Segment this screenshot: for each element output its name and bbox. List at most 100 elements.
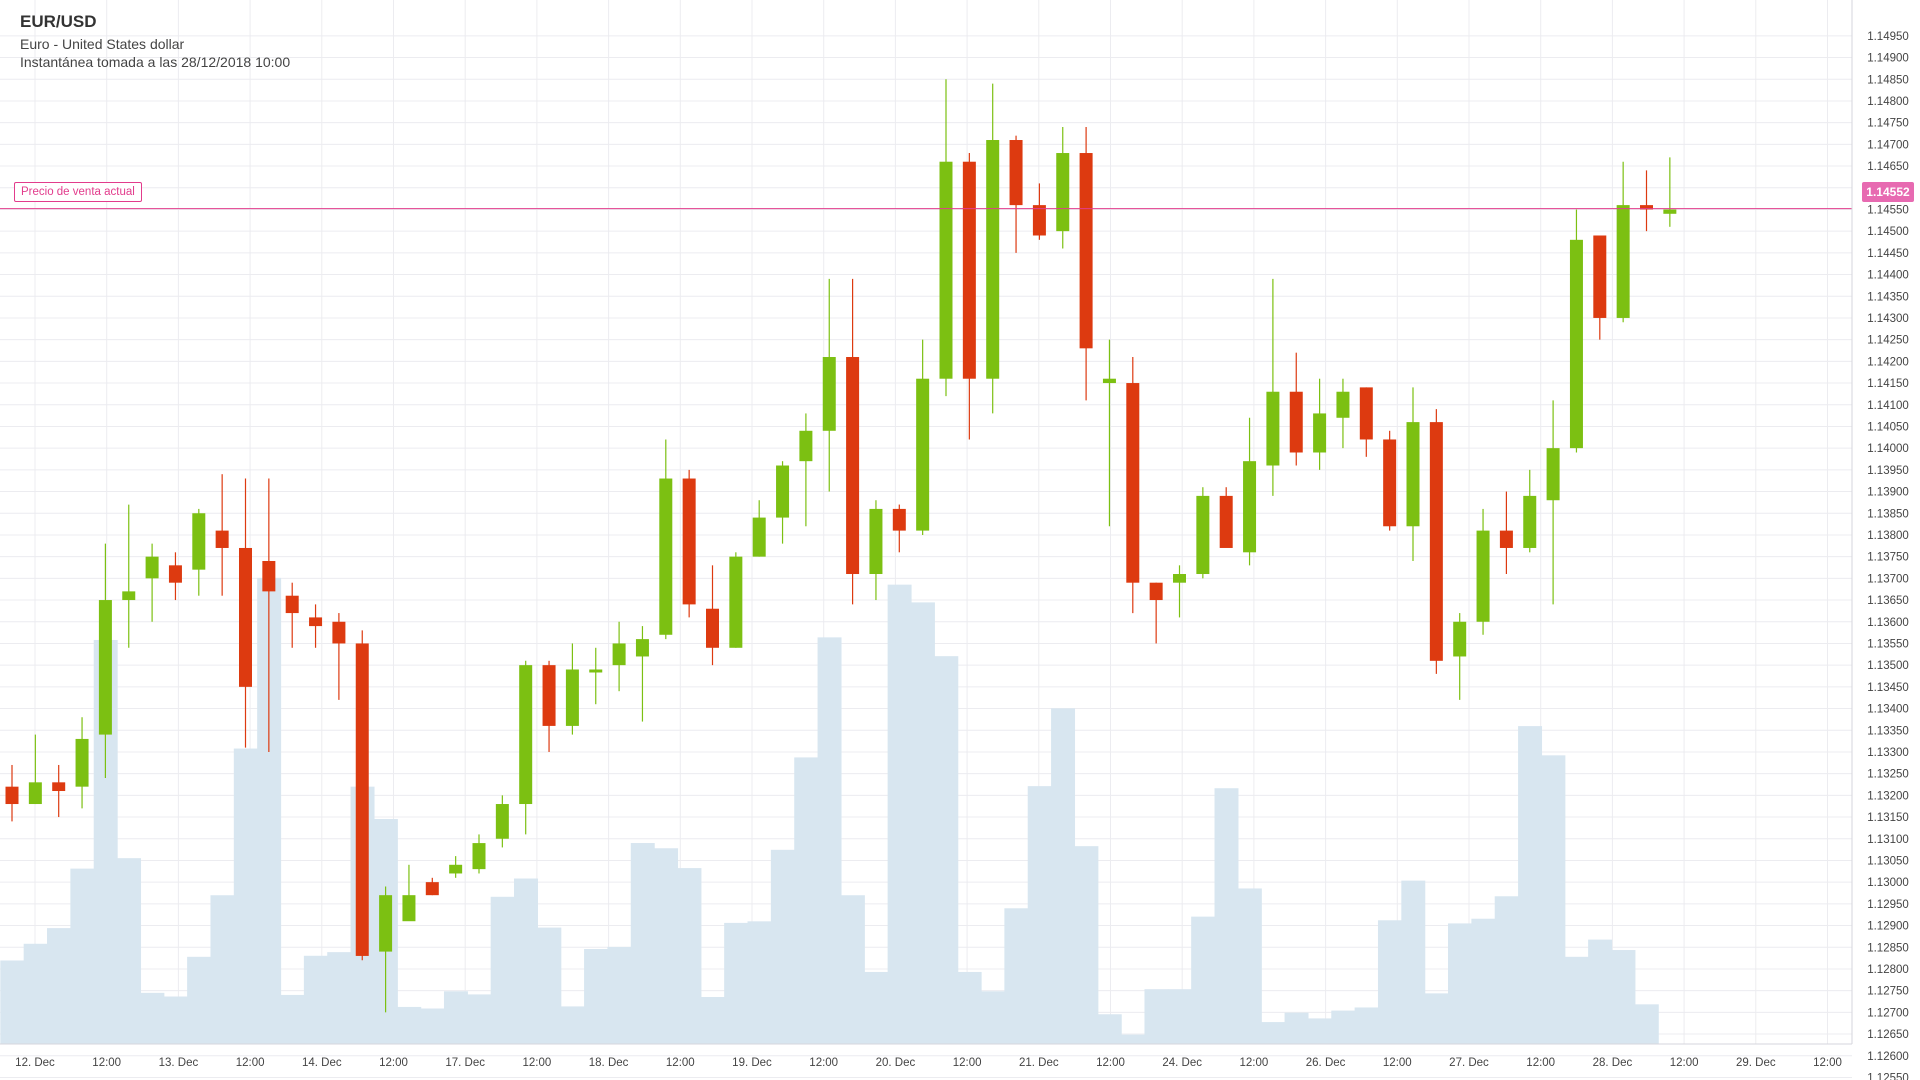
volume-bar <box>163 996 188 1044</box>
candle-body <box>402 895 416 922</box>
candle-up <box>1616 161 1630 323</box>
candle-up <box>799 413 813 527</box>
candle-up <box>752 500 766 557</box>
y-tick-label: 1.14200 <box>1867 356 1909 368</box>
candle-body <box>846 357 860 575</box>
candle-down <box>239 478 252 748</box>
volume-bar <box>23 943 48 1044</box>
volume-bar <box>397 1006 422 1044</box>
candle-body <box>1453 621 1467 657</box>
y-tick-label: 1.14250 <box>1867 335 1909 347</box>
x-tick-label: 12:00 <box>92 1057 121 1069</box>
candle-body <box>52 782 66 792</box>
y-tick-label: 1.14450 <box>1867 248 1909 260</box>
candle-up <box>1243 417 1257 566</box>
y-tick-label: 1.13800 <box>1867 530 1909 542</box>
candle-body <box>1499 530 1513 548</box>
x-tick-label: 12:00 <box>1670 1057 1699 1069</box>
y-tick-label: 1.14550 <box>1867 204 1909 216</box>
candle-body <box>332 621 346 644</box>
symbol-title: EUR/USD <box>20 12 97 31</box>
x-tick-label: 28. Dec <box>1593 1057 1633 1069</box>
volume-bar <box>770 849 795 1044</box>
volume-bar <box>1588 939 1613 1044</box>
y-tick-label: 1.14750 <box>1867 118 1909 130</box>
y-tick-label: 1.13400 <box>1867 704 1909 716</box>
volume-bar <box>1518 726 1543 1044</box>
candle-up <box>1336 378 1350 449</box>
candle-down <box>846 278 860 605</box>
y-tick-label: 1.13450 <box>1867 682 1909 694</box>
candle-up <box>145 543 159 622</box>
candle-body <box>1289 391 1303 453</box>
candle-up <box>1453 613 1467 700</box>
candle-up <box>472 834 486 874</box>
candle-up <box>1569 209 1583 453</box>
volume-bar <box>724 922 749 1044</box>
candle-up <box>1173 565 1186 618</box>
candle-body <box>752 517 766 557</box>
volume-bar <box>210 895 235 1044</box>
candle-up <box>519 660 533 835</box>
candle-body <box>1056 153 1070 232</box>
candle-body <box>916 378 930 531</box>
x-tick-label: 13. Dec <box>159 1057 199 1069</box>
candle-up <box>729 552 743 648</box>
volume-bar <box>747 921 772 1044</box>
candle-body <box>1079 153 1093 349</box>
y-tick-label: 1.12650 <box>1867 1029 1909 1041</box>
x-tick-label: 29. Dec <box>1736 1057 1776 1069</box>
volume-bar <box>280 994 305 1044</box>
candle-body <box>1593 235 1607 318</box>
y-tick-label: 1.13700 <box>1867 573 1909 585</box>
candle-down <box>215 474 229 596</box>
candle-body <box>215 530 229 548</box>
candle-body <box>869 508 883 575</box>
y-tick-label: 1.14800 <box>1867 96 1909 108</box>
y-tick-label: 1.14100 <box>1867 400 1909 412</box>
x-tick-label: 24. Dec <box>1162 1057 1202 1069</box>
candle-body <box>1243 461 1257 553</box>
candle-body <box>635 639 649 657</box>
x-tick-label: 19. Dec <box>732 1057 772 1069</box>
candle-down <box>262 478 276 752</box>
volume-bar <box>1424 993 1449 1044</box>
volume-bar <box>1191 916 1216 1044</box>
volume-bar <box>1564 956 1589 1044</box>
volume-bar <box>1167 989 1192 1044</box>
volume-bar <box>1144 989 1169 1044</box>
candle-body <box>1149 582 1163 601</box>
y-tick-label: 1.13000 <box>1867 877 1909 889</box>
y-tick-label: 1.14350 <box>1867 291 1909 303</box>
candle-body <box>1032 205 1046 236</box>
x-tick-label: 12:00 <box>523 1057 552 1069</box>
y-tick-label: 1.12800 <box>1867 964 1909 976</box>
volume-bar <box>1051 708 1076 1044</box>
candle-down <box>355 630 369 961</box>
y-tick-label: 1.14650 <box>1867 161 1909 173</box>
candle-up <box>869 500 883 601</box>
y-tick-label: 1.12600 <box>1867 1051 1909 1063</box>
candle-body <box>892 508 906 531</box>
candle-body <box>706 608 719 648</box>
candle-body <box>1616 205 1630 318</box>
candle-down <box>1359 387 1373 457</box>
y-tick-label: 1.13200 <box>1867 790 1909 802</box>
volume-bar <box>630 843 655 1044</box>
candle-down <box>1383 430 1397 531</box>
candle-body <box>729 556 743 648</box>
candle-body <box>1359 387 1373 440</box>
candle-body <box>1429 422 1443 661</box>
x-tick-label: 17. Dec <box>445 1057 485 1069</box>
candle-body <box>98 600 112 735</box>
volume-bar <box>1284 1012 1309 1044</box>
candle-body <box>1173 574 1186 583</box>
volume-bar <box>233 748 258 1044</box>
y-tick-label: 1.14900 <box>1867 53 1909 65</box>
candle-down <box>425 877 439 896</box>
candle-down <box>1032 183 1046 240</box>
candle-down <box>1429 409 1443 674</box>
current-price-badge: 1.14552 <box>1862 182 1914 202</box>
y-tick-label: 1.13600 <box>1867 617 1909 629</box>
candle-up <box>449 856 463 878</box>
